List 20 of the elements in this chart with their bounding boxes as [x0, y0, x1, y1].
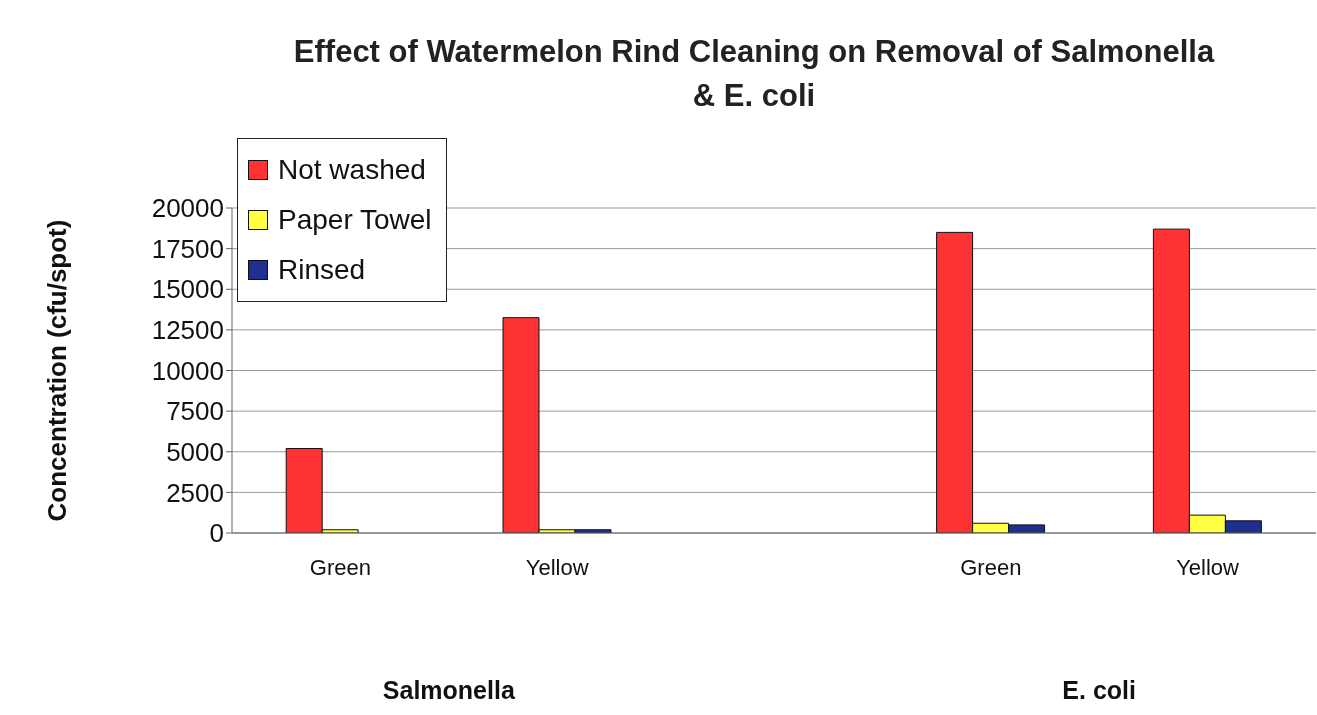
legend-label: Paper Towel [278, 204, 432, 236]
legend-label: Rinsed [278, 254, 366, 286]
text: E. coli [1061, 676, 1137, 705]
y-tick-label: 10000 [151, 355, 224, 386]
y-tick-label: 15000 [151, 274, 224, 305]
y-tick-label: 2500 [166, 477, 224, 508]
y-tick-label: 20000 [151, 193, 224, 224]
chart-title: Effect of Watermelon Rind Cleaning on Removal of Salmonella & E. coli [292, 33, 1216, 115]
y-axis-title: Concentration (cfu/spot) [42, 219, 73, 522]
y-tick-label: 0 [209, 518, 224, 549]
y-tick-label: 17500 [151, 233, 224, 264]
x-tick-label: Yellow [1176, 554, 1240, 580]
legend-label: Not washed [278, 154, 426, 186]
text: Salmonella [381, 676, 516, 705]
y-tick-label: 5000 [166, 436, 224, 467]
x-tick-label: Green [960, 554, 1022, 580]
x-tick-label: Green [309, 554, 371, 580]
y-tick-label: 12500 [151, 315, 224, 346]
x-tick-label: Yellow [525, 554, 589, 580]
y-tick-label: 7500 [166, 396, 224, 427]
